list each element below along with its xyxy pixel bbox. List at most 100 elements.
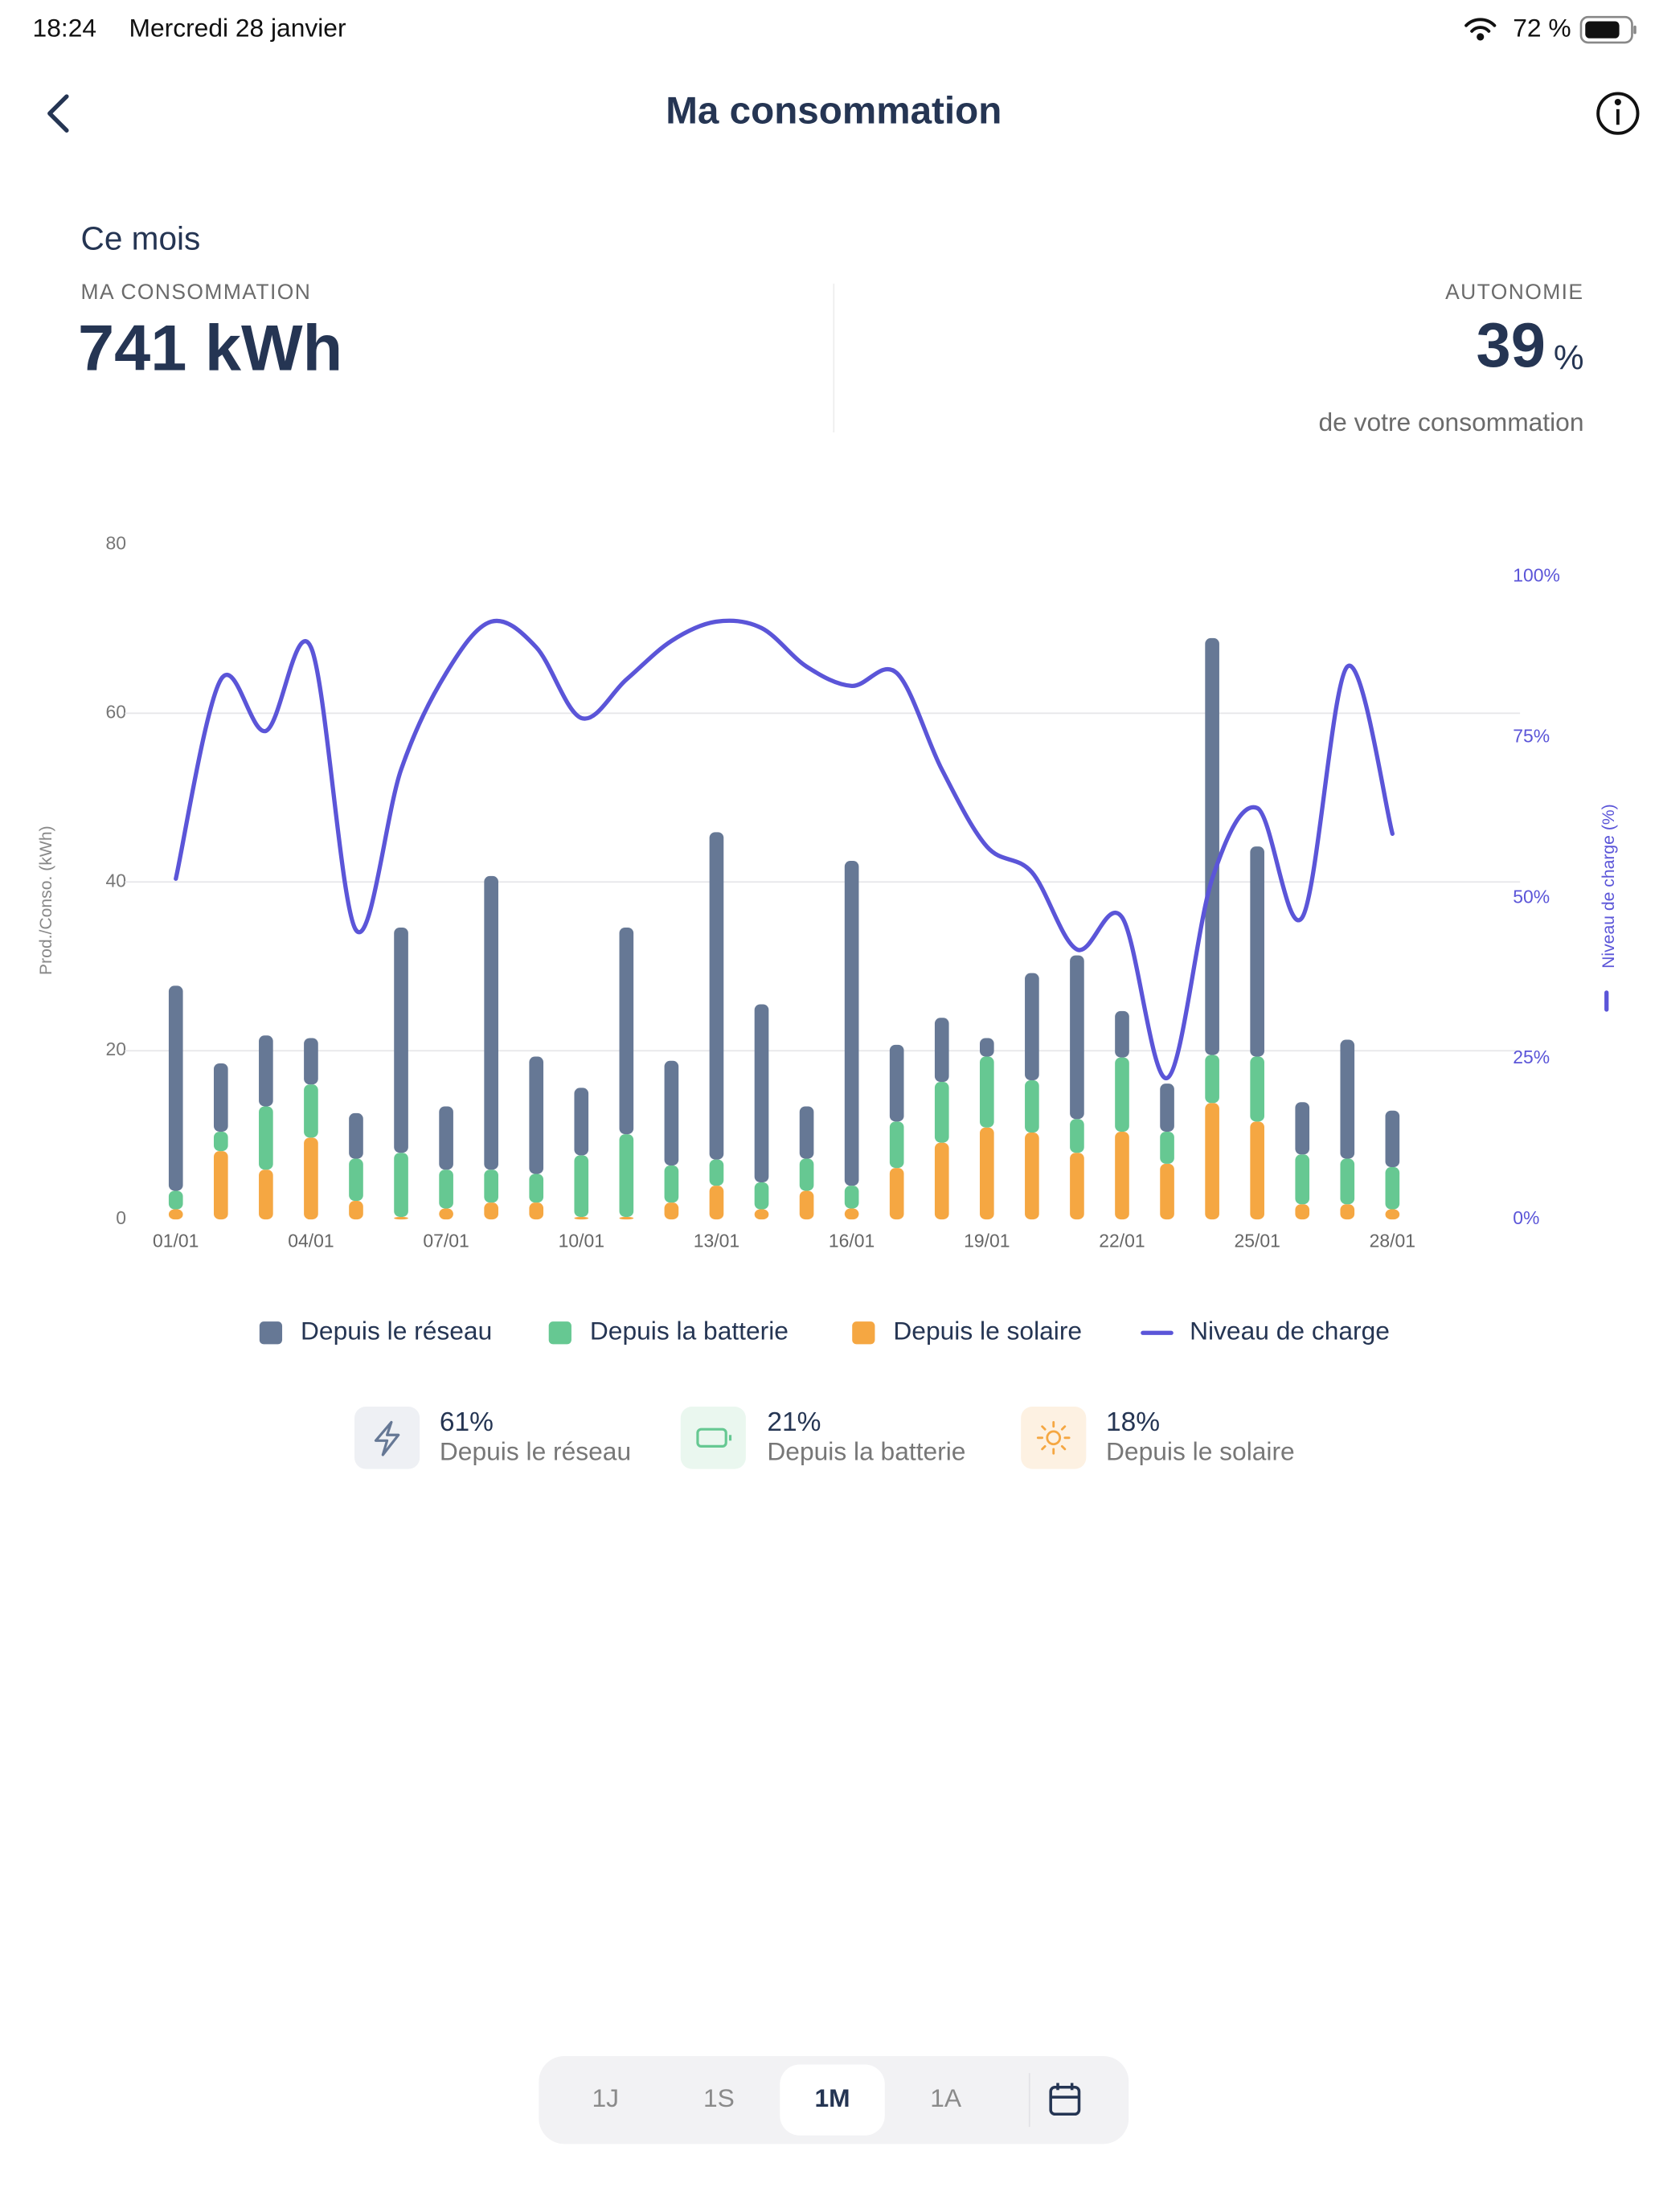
bar-segment	[934, 1142, 949, 1220]
y2-tick-label: 75%	[1513, 725, 1550, 746]
bar-segment	[1115, 1010, 1129, 1058]
bar-segment	[1070, 1153, 1084, 1220]
breakdown-label: Depuis le réseau	[440, 1437, 631, 1466]
x-tick-label: 19/01	[964, 1230, 1010, 1251]
bar-segment	[1070, 955, 1084, 1120]
bar-segment	[394, 927, 408, 1153]
bar-segment	[1340, 1158, 1355, 1205]
bar-segment	[574, 1088, 589, 1156]
legend-label: Niveau de charge	[1190, 1317, 1390, 1346]
bar-segment	[394, 1216, 408, 1220]
bar-segment	[1250, 846, 1264, 1057]
period-option[interactable]: 1S	[703, 2083, 735, 2112]
x-tick-label: 07/01	[423, 1230, 469, 1251]
bar-segment	[979, 1127, 994, 1220]
solar-icon-box	[1021, 1406, 1087, 1469]
y-tick-label: 0	[116, 1207, 126, 1228]
bar-segment	[574, 1155, 589, 1217]
bar-segment	[754, 1004, 769, 1182]
period-option[interactable]: 1M	[814, 2083, 850, 2112]
period-option[interactable]: 1A	[930, 2083, 962, 2112]
autonomy-label: AUTONOMIE	[1445, 280, 1583, 304]
y2-axis-label: Niveau de charge (%)	[1600, 804, 1618, 969]
bar-segment	[1025, 973, 1039, 1080]
battery-icon	[1579, 15, 1636, 44]
x-tick-label: 10/01	[559, 1230, 604, 1251]
bar-segment	[1385, 1209, 1400, 1220]
x-tick-label: 16/01	[829, 1230, 875, 1251]
bar-segment	[664, 1202, 679, 1220]
bar-segment	[168, 1209, 183, 1220]
bar-segment	[168, 985, 183, 1191]
bar-segment	[754, 1209, 769, 1220]
bar-segment	[619, 1134, 634, 1217]
chart: 0 20 40 60 80 0% 25% 50% 75% 100% 01/01 04/01 07/01 1…	[106, 532, 1560, 1251]
legend-label: Depuis la batterie	[590, 1317, 789, 1346]
back-button[interactable]	[47, 94, 69, 133]
bar-segment	[1340, 1039, 1355, 1159]
y-tick-label: 80	[106, 532, 127, 553]
y-tick-label: 20	[106, 1038, 127, 1059]
bar-segment	[619, 1216, 634, 1220]
bar-segment	[213, 1151, 228, 1220]
bar-segment	[304, 1038, 318, 1085]
bar-segment	[979, 1056, 994, 1128]
bar-segment	[1250, 1121, 1264, 1220]
bar-segment	[304, 1084, 318, 1138]
legend-swatch	[852, 1321, 875, 1345]
bar-segment	[799, 1106, 814, 1159]
bar-segment	[1295, 1204, 1310, 1220]
x-tick-label: 01/01	[153, 1230, 199, 1251]
bar-segment	[439, 1208, 453, 1220]
calendar-button[interactable]	[1049, 2083, 1081, 2116]
bar-segment	[1115, 1057, 1129, 1132]
page-title: Ma consommation	[666, 90, 1002, 133]
bar-segment	[304, 1137, 318, 1220]
bar-segment	[349, 1201, 363, 1220]
battery-source-icon	[696, 1428, 732, 1448]
period-option[interactable]: 1J	[592, 2083, 619, 2112]
battery-icon-box	[680, 1406, 746, 1469]
legend: Depuis le réseau Depuis la batterie Depuis…	[259, 1317, 1390, 1346]
bar-segment	[709, 1186, 724, 1220]
period-title: Ce mois	[81, 220, 201, 257]
bar-segment	[394, 1153, 408, 1217]
breakdown-value: 18%	[1106, 1407, 1160, 1437]
bar-segment	[709, 1159, 724, 1186]
charge-line	[174, 618, 1395, 1080]
legend-label: Depuis le réseau	[301, 1317, 492, 1346]
bar-segment	[799, 1190, 814, 1220]
bar-segment	[259, 1106, 273, 1170]
consumption-value: 741 kWh	[78, 313, 342, 385]
bar-segment	[1340, 1204, 1355, 1220]
breakdown: 61%Depuis le réseau 21%Depuis la batterie…	[440, 1407, 1295, 1466]
period-options: 1J 1S 1M 1A	[592, 2064, 962, 2136]
bar-segment	[619, 927, 634, 1135]
bar-segment	[439, 1169, 453, 1209]
bar-segment	[889, 1168, 904, 1220]
bar-segment	[889, 1044, 904, 1122]
bar-segment	[213, 1131, 228, 1152]
bar-segment	[1205, 1103, 1219, 1220]
bar-segment	[844, 1186, 859, 1209]
bar-segment	[259, 1035, 273, 1107]
bar-segment	[754, 1182, 769, 1210]
y-tick-label: 40	[106, 870, 127, 891]
bar-segment	[349, 1158, 363, 1202]
breakdown-value: 61%	[440, 1407, 494, 1437]
bar-segment	[1385, 1110, 1400, 1168]
bar-segment	[168, 1190, 183, 1210]
bar-segment	[1115, 1131, 1129, 1220]
info-button[interactable]	[1596, 92, 1640, 135]
bar-segment	[1205, 637, 1219, 1055]
bar-segment	[934, 1082, 949, 1143]
autonomy-value: 39	[1477, 311, 1546, 380]
bar-segment	[1160, 1083, 1174, 1132]
bar-segment	[844, 861, 859, 1186]
y2-tick-label: 100%	[1513, 564, 1560, 585]
bar-segment	[1025, 1133, 1039, 1220]
bar-segment	[1160, 1163, 1174, 1220]
bar-segment	[484, 1202, 498, 1220]
